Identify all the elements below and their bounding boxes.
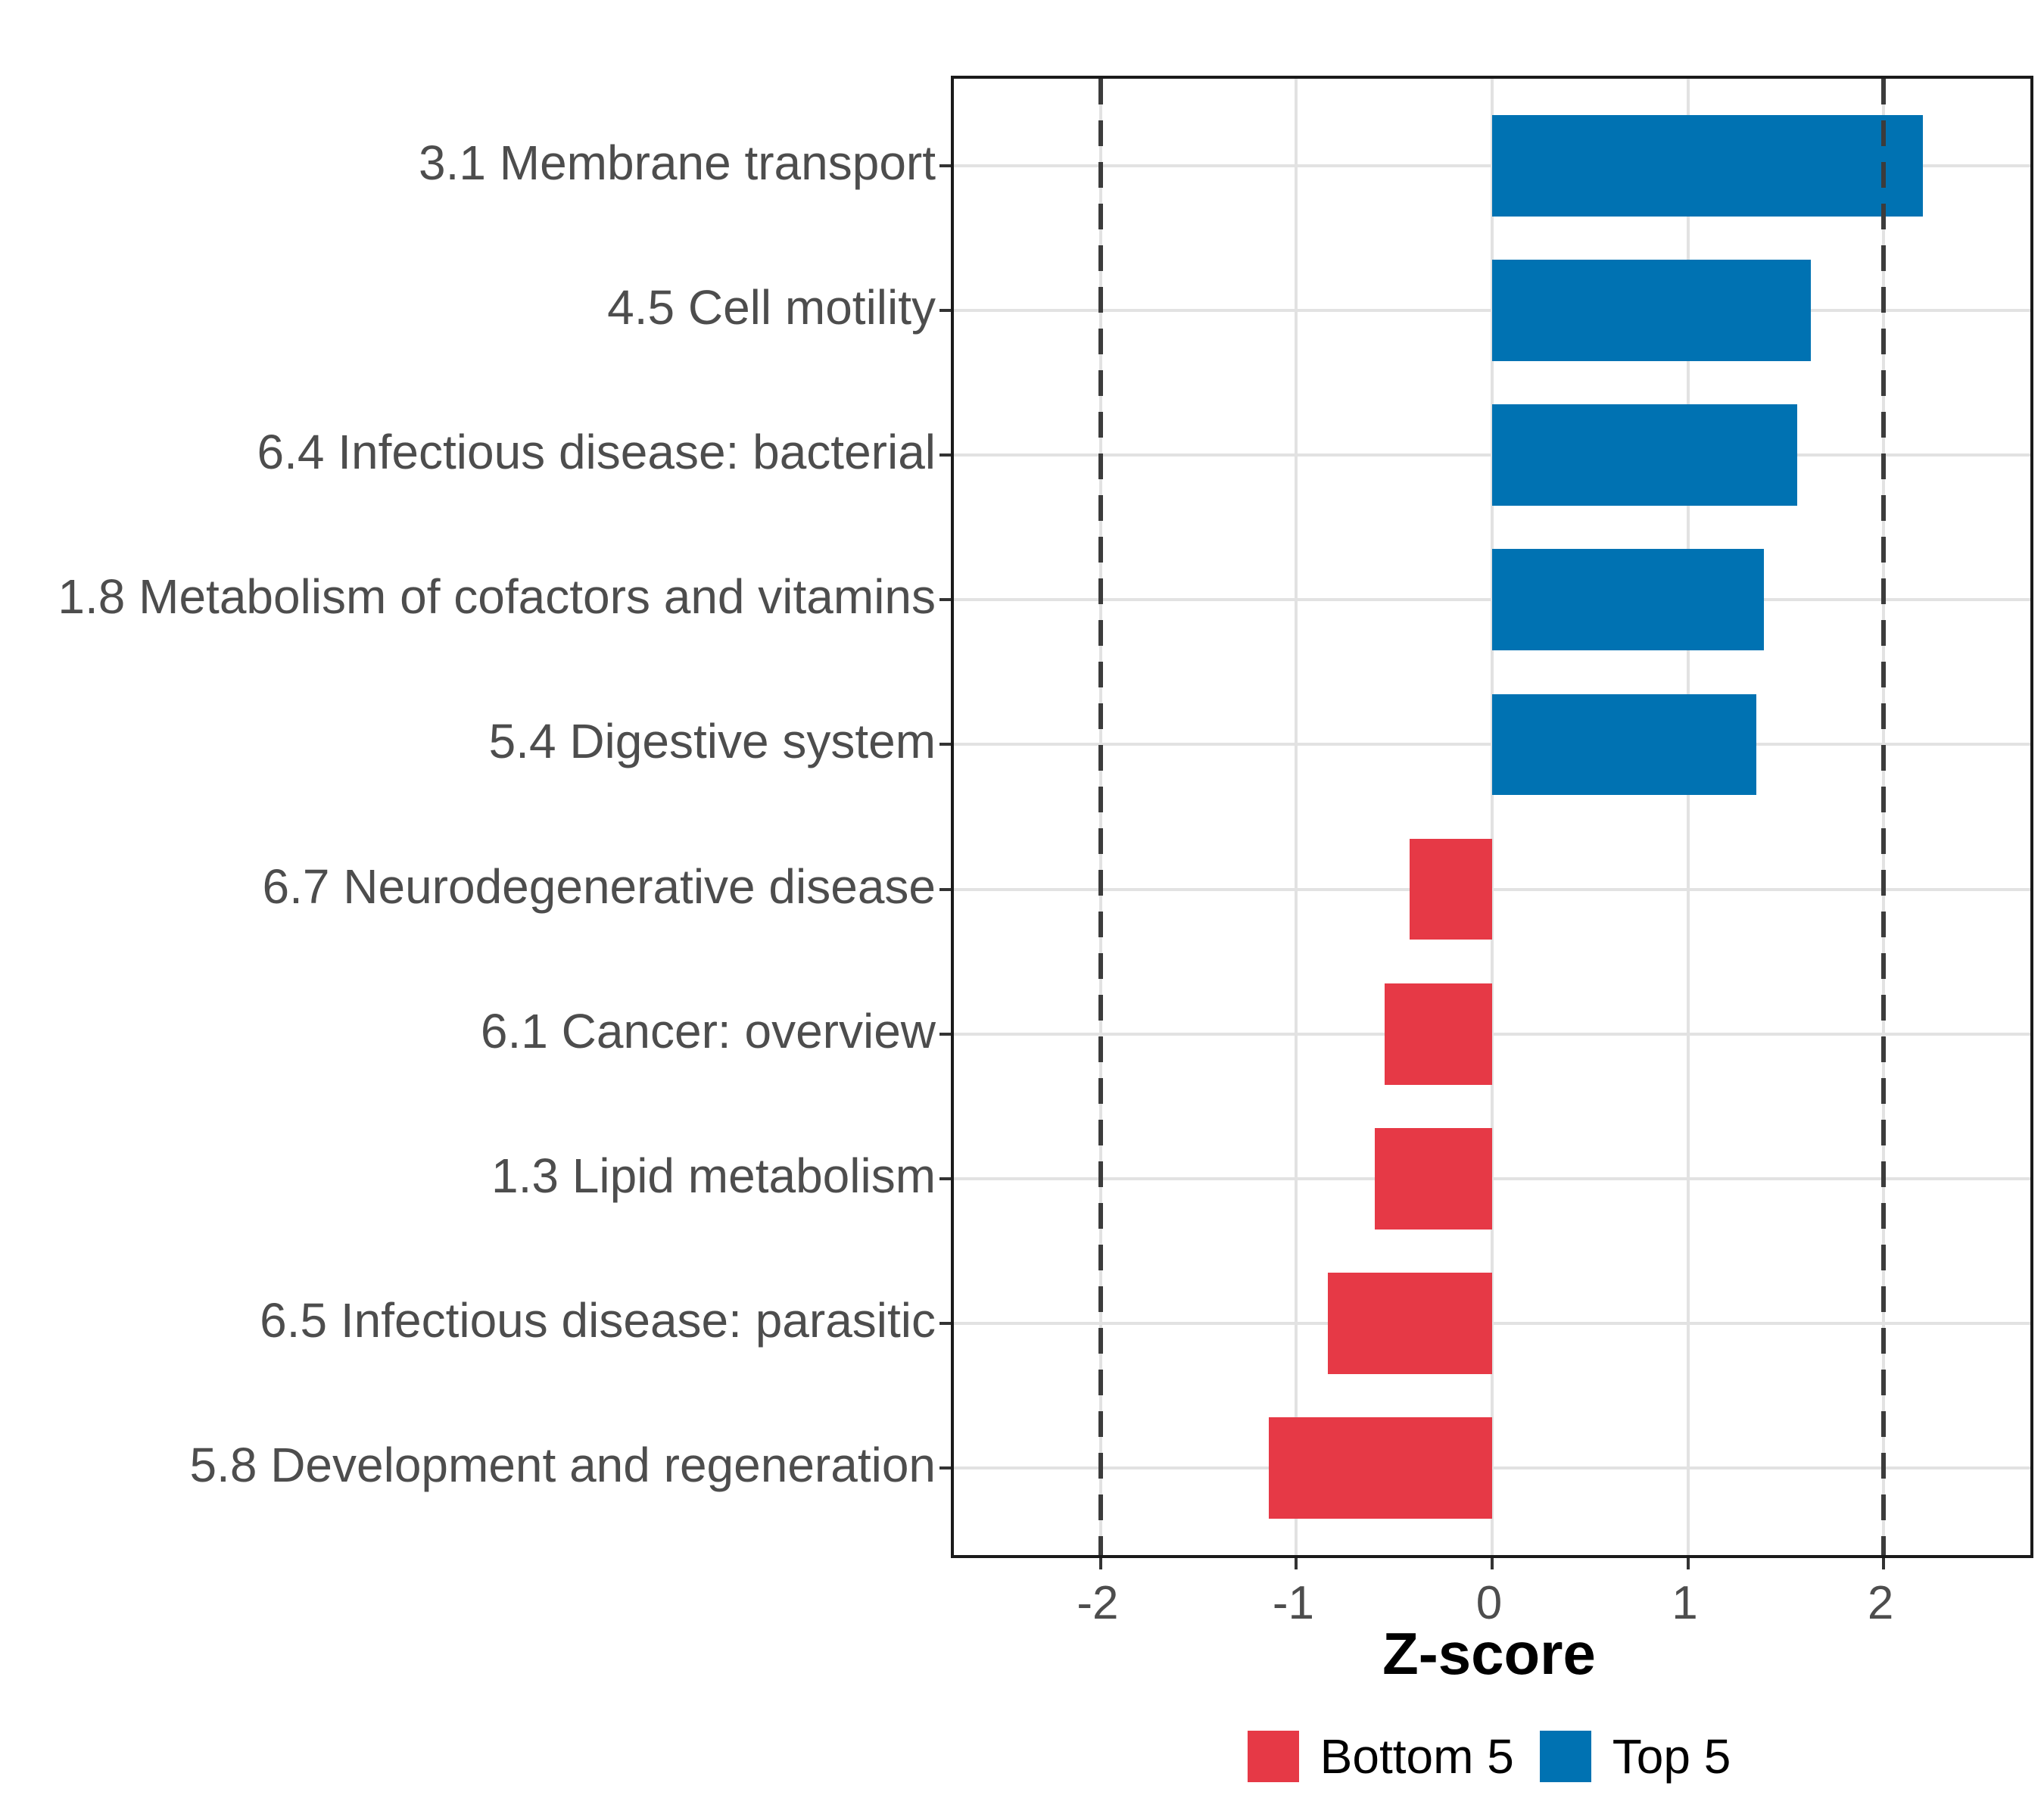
gridline-vertical (1686, 79, 1690, 1555)
y-axis-tick (939, 308, 951, 312)
bar (1327, 1273, 1492, 1375)
category-label: 6.1 Cancer: overview (480, 1003, 936, 1058)
reference-line-dashed (1098, 79, 1103, 1555)
category-label: 1.3 Lipid metabolism (491, 1148, 936, 1203)
bar (1492, 404, 1798, 506)
x-axis-tick (1098, 1558, 1102, 1569)
gridline-horizontal (954, 1322, 2030, 1326)
gridline-horizontal (954, 1466, 2030, 1470)
bar (1492, 549, 1765, 651)
y-axis-tick (939, 598, 951, 602)
y-axis-tick (939, 1322, 951, 1326)
gridline-horizontal (954, 887, 2030, 891)
y-axis-tick (939, 1177, 951, 1180)
category-label: 5.8 Development and regeneration (189, 1438, 936, 1493)
y-axis-tick (939, 1032, 951, 1036)
x-tick-label: 2 (1867, 1577, 1894, 1629)
gridline-vertical (1295, 79, 1298, 1555)
y-axis-tick (939, 887, 951, 891)
x-tick-label: -1 (1272, 1577, 1315, 1629)
y-axis-tick (939, 743, 951, 746)
legend-item: Top 5 (1539, 1728, 1731, 1784)
x-tick-label: 1 (1672, 1577, 1698, 1629)
category-label: 6.7 Neurodegenerative disease (262, 859, 936, 914)
plot-panel (939, 76, 2033, 1569)
x-axis-tick (1491, 1558, 1494, 1569)
category-label: 5.4 Digestive system (488, 714, 936, 769)
legend-item: Bottom 5 (1247, 1728, 1514, 1784)
bar (1384, 983, 1492, 1085)
gridline-vertical (1491, 79, 1494, 1555)
category-label: 6.5 Infectious disease: parasitic (260, 1293, 936, 1348)
bar (1492, 259, 1812, 361)
y-axis-tick (939, 164, 951, 167)
x-axis-tick (1882, 1558, 1886, 1569)
category-label: 4.5 Cell motility (607, 279, 936, 335)
bar (1410, 838, 1492, 940)
legend-label: Bottom 5 (1320, 1729, 1514, 1784)
y-axis-labels: 3.1 Membrane transport 4.5 Cell motility 6… (0, 76, 936, 1552)
x-tick-label: -2 (1077, 1577, 1119, 1629)
gridline-horizontal (954, 1032, 2030, 1036)
category-label: 3.1 Membrane transport (419, 135, 936, 190)
bar (1374, 1128, 1492, 1230)
y-axis-tick (939, 453, 951, 457)
legend: Bottom 5 Top 5 (951, 1725, 2027, 1788)
x-axis-tick (1295, 1558, 1298, 1569)
category-label: 6.4 Infectious disease: bacterial (257, 425, 936, 480)
bar (1492, 693, 1757, 796)
category-label: 1.8 Metabolism of cofactors and vitamins (58, 569, 936, 625)
x-axis-labels: -2 -1 0 1 2 (951, 1573, 2027, 1634)
legend-label: Top 5 (1612, 1729, 1731, 1784)
legend-swatch (1539, 1731, 1591, 1782)
reference-line-dashed (1881, 79, 1887, 1555)
gridline-horizontal (954, 1177, 2030, 1180)
x-axis-title: Z-score (1382, 1620, 1596, 1687)
legend-swatch (1247, 1731, 1299, 1782)
x-tick-label: 0 (1475, 1577, 1503, 1629)
bar (1492, 114, 1923, 217)
x-axis-tick (1686, 1558, 1690, 1569)
y-axis-tick (939, 1466, 951, 1470)
bar (1269, 1417, 1492, 1519)
